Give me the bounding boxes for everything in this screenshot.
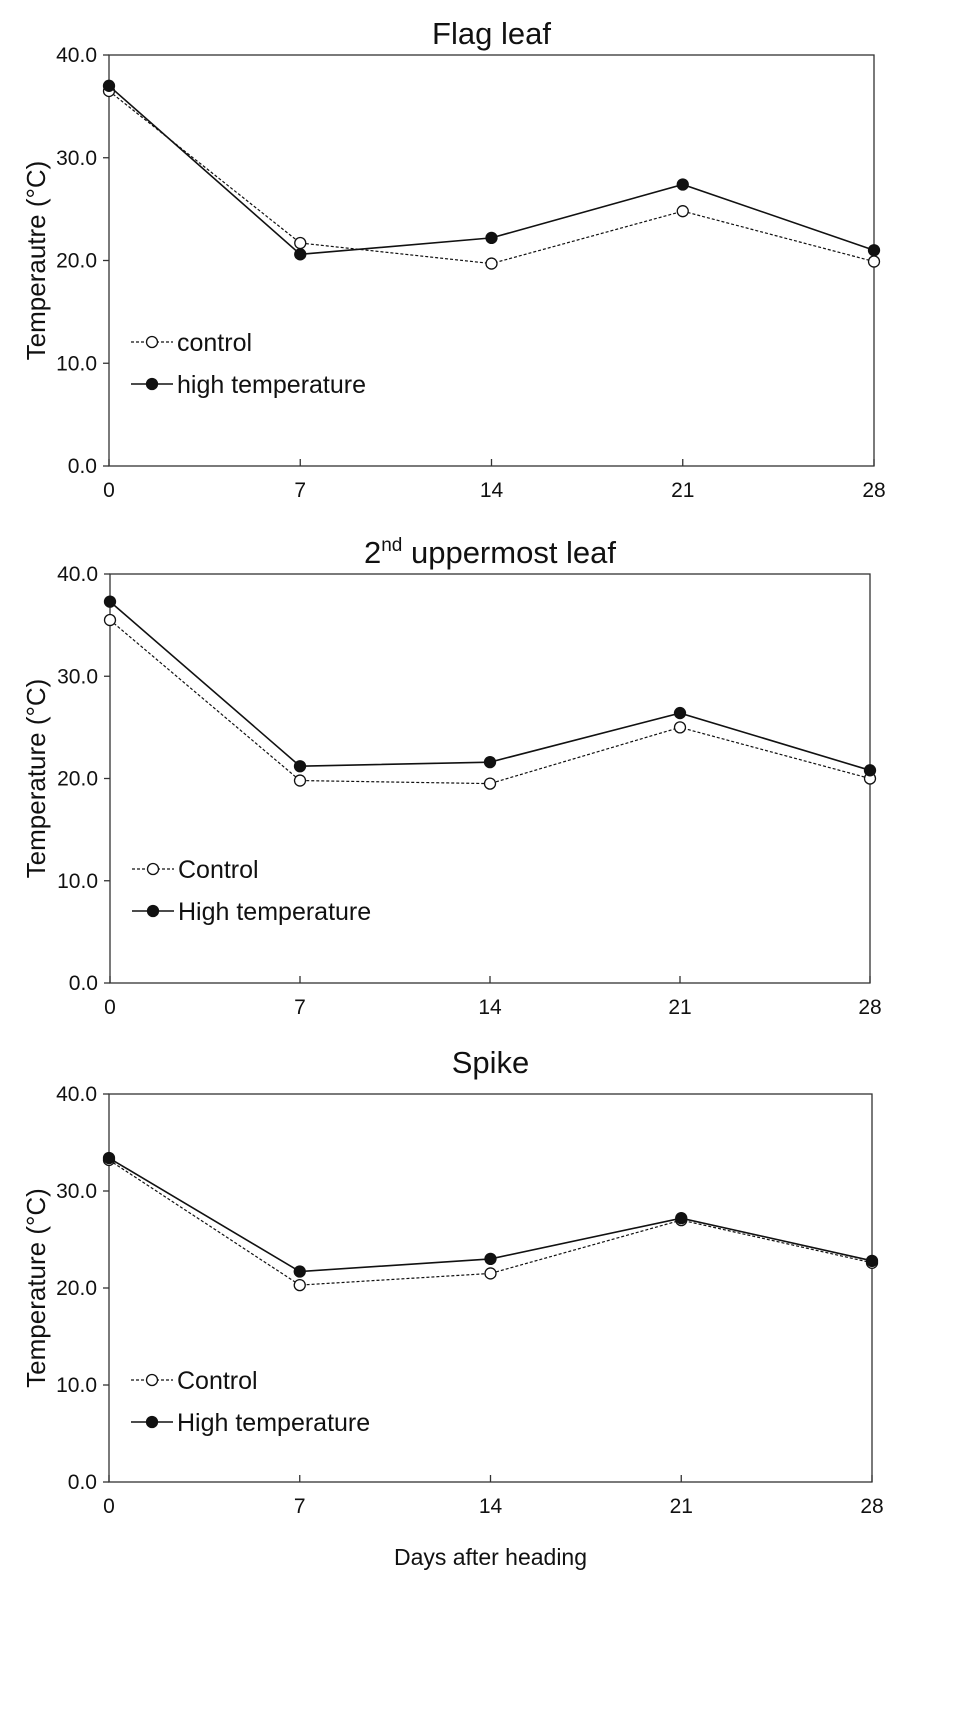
y-tick-label: 40.0	[56, 44, 97, 67]
legend-marker	[145, 1373, 159, 1387]
y-axis-label: Temperature (°C)	[21, 679, 51, 879]
chart-title-main: 2	[364, 535, 381, 570]
legend-marker	[145, 335, 159, 349]
y-tick-label: 0.0	[69, 972, 98, 995]
chart-title: 2nd uppermost leaf	[364, 535, 616, 570]
data-point	[293, 1265, 306, 1278]
legend-marker	[146, 862, 160, 876]
data-point	[675, 1212, 688, 1225]
data-point	[102, 79, 116, 92]
data-point	[673, 721, 687, 734]
chart-panel-1: Flag leaf 0.0 10.0 20.0 30.0 40.0 0 7 14 21 28 Temp…	[21, 16, 886, 502]
data-point	[484, 1252, 497, 1266]
x-tick-label: 7	[294, 1495, 306, 1518]
series-line	[109, 619, 871, 785]
data-point	[103, 613, 117, 627]
series-line	[108, 85, 875, 256]
x-tick-label: 14	[479, 1495, 503, 1518]
y-tick-label: 20.0	[56, 1277, 97, 1300]
legend-label: High temperature	[177, 1409, 370, 1437]
y-axis-label: Temperautre (°C)	[21, 161, 51, 361]
data-point	[863, 764, 877, 777]
data-point	[865, 1254, 879, 1267]
data-point	[867, 255, 881, 268]
data-point	[293, 1278, 306, 1292]
series-high-temperature	[102, 1151, 879, 1278]
legend-marker	[146, 904, 160, 918]
series-control	[103, 613, 877, 790]
data-point	[867, 244, 881, 257]
y-tick-label: 20.0	[56, 250, 97, 273]
x-tick-label: 0	[103, 1495, 115, 1518]
series-line	[109, 601, 871, 772]
x-tick-label: 7	[294, 996, 306, 1019]
x-tick-label: 21	[670, 1495, 693, 1518]
data-point	[293, 774, 307, 787]
y-tick-label: 40.0	[57, 563, 98, 586]
legend-label: high temperature	[177, 371, 366, 399]
legend-marker	[145, 1415, 159, 1429]
series-high-temperature	[102, 79, 881, 261]
data-point	[673, 706, 687, 720]
x-tick-label: 28	[858, 996, 881, 1019]
y-tick-label: 30.0	[57, 665, 98, 688]
chart-title: Spike	[452, 1045, 530, 1080]
legend-label: control	[177, 329, 252, 357]
y-tick-label: 10.0	[56, 1374, 97, 1397]
y-tick-label: 0.0	[68, 455, 97, 478]
data-point	[483, 755, 497, 769]
x-tick-label: 28	[862, 479, 885, 502]
x-axis-label: Days after heading	[394, 1544, 587, 1570]
y-tick-label: 30.0	[56, 147, 97, 170]
y-tick-label: 0.0	[68, 1471, 97, 1494]
x-tick-label: 28	[860, 1495, 883, 1518]
data-point	[294, 236, 307, 250]
x-tick-label: 21	[668, 996, 691, 1019]
chart-panel-3: Spike 0.0 10.0 20.0 30.0 40.0 0 7 14 21 28 Temperat…	[21, 1045, 884, 1570]
x-tick-label: 7	[294, 479, 306, 502]
x-tick-label: 0	[103, 479, 115, 502]
data-point	[294, 248, 307, 261]
chart-title-rest: uppermost leaf	[402, 535, 616, 570]
y-tick-label: 10.0	[57, 870, 98, 893]
data-point	[485, 257, 498, 270]
y-tick-label: 30.0	[56, 1180, 97, 1203]
y-tick-label: 20.0	[57, 768, 98, 791]
y-axis-label: Temperature (°C)	[21, 1188, 51, 1388]
x-tick-label: 14	[478, 996, 502, 1019]
data-point	[676, 178, 689, 191]
chart-panel-2: 2nd uppermost leaf 0.0 10.0 20.0 30.0 40.0 0 7 1…	[21, 535, 882, 1019]
data-point	[484, 1267, 497, 1280]
x-tick-label: 21	[671, 479, 694, 502]
legend-label: High temperature	[178, 898, 371, 926]
data-point	[676, 205, 689, 218]
y-tick-label: 40.0	[56, 1083, 97, 1106]
data-point	[103, 595, 117, 608]
legend-marker	[145, 377, 159, 391]
data-point	[293, 760, 307, 773]
y-tick-label: 10.0	[56, 352, 97, 375]
x-tick-label: 0	[104, 996, 116, 1019]
series-line	[108, 1159, 873, 1286]
data-point	[485, 231, 498, 245]
chart-title: Flag leaf	[432, 16, 551, 51]
chart-title-superscript: nd	[381, 535, 402, 556]
data-point	[102, 1151, 116, 1165]
legend-label: Control	[178, 856, 259, 884]
series-high-temperature	[103, 595, 877, 777]
x-tick-label: 14	[480, 479, 504, 502]
legend-label: Control	[177, 1367, 258, 1395]
series-control	[102, 1153, 879, 1292]
data-point	[483, 777, 497, 790]
